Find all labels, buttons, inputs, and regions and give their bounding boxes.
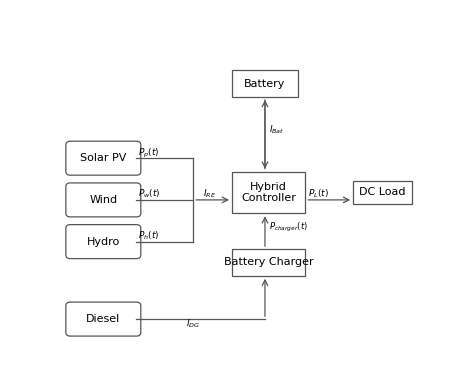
Text: $P_p(t)$: $P_p(t)$ <box>138 147 160 160</box>
FancyBboxPatch shape <box>232 249 305 276</box>
FancyBboxPatch shape <box>232 171 305 213</box>
Text: Hydro: Hydro <box>87 236 120 247</box>
Text: Battery Charger: Battery Charger <box>224 257 313 267</box>
Text: Diesel: Diesel <box>86 314 120 324</box>
Text: Solar PV: Solar PV <box>80 153 127 163</box>
Text: $I_{Bat}$: $I_{Bat}$ <box>269 124 285 136</box>
Text: $P_{charger}(t)$: $P_{charger}(t)$ <box>269 221 309 234</box>
Text: Hybrid
Controller: Hybrid Controller <box>241 182 296 203</box>
Text: $I_{RE}$: $I_{RE}$ <box>202 187 216 200</box>
FancyBboxPatch shape <box>353 180 412 204</box>
Text: $P_L(t)$: $P_L(t)$ <box>308 187 329 200</box>
FancyBboxPatch shape <box>66 141 141 175</box>
FancyBboxPatch shape <box>66 183 141 217</box>
Text: Wind: Wind <box>89 195 118 205</box>
FancyBboxPatch shape <box>66 224 141 259</box>
Text: $P_w(t)$: $P_w(t)$ <box>138 188 161 200</box>
FancyBboxPatch shape <box>232 70 298 97</box>
Text: DC Load: DC Load <box>359 187 406 197</box>
Text: $P_h(t)$: $P_h(t)$ <box>138 229 160 242</box>
Text: $I_{DG}$: $I_{DG}$ <box>186 318 200 330</box>
FancyBboxPatch shape <box>66 302 141 336</box>
Text: Battery: Battery <box>244 79 286 89</box>
